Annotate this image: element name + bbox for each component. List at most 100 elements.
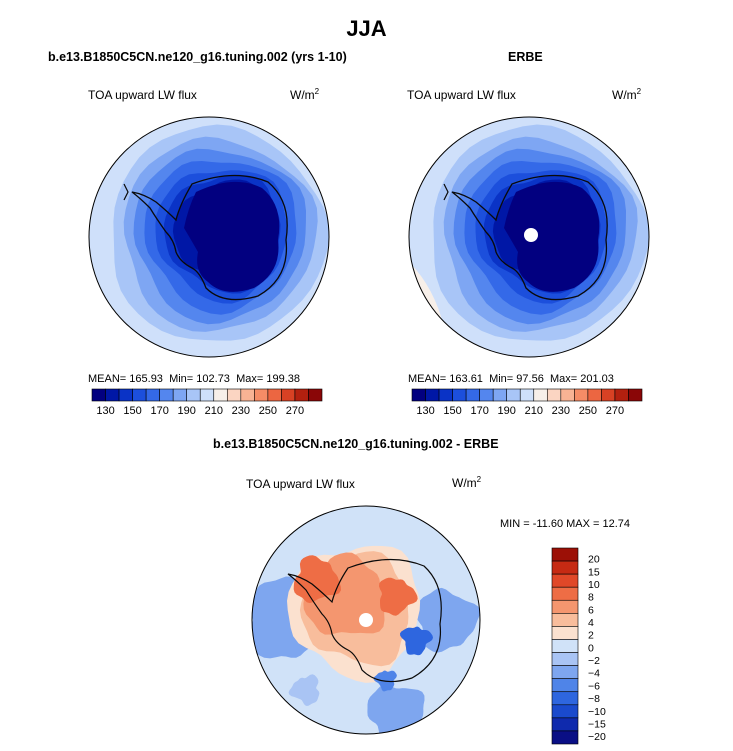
panel3-colorbar-tick-label-13: −15 xyxy=(588,718,606,730)
panel2-colorbar-swatch-1 xyxy=(425,388,440,402)
panel2-map-border xyxy=(408,116,650,358)
figure-title: JJA xyxy=(346,16,387,41)
panel3-colorbar-tick-label-1: 15 xyxy=(588,566,600,578)
panel2-colorbar-swatch-9 xyxy=(533,388,548,402)
panel2-peninsula-tip xyxy=(443,183,449,201)
panel3-colorbar-tick-label-6: 2 xyxy=(588,630,594,642)
panel1-mean-label: MEAN= xyxy=(88,373,127,385)
panel2-colorbar-tick-label-4: 210 xyxy=(525,405,543,417)
panel3-colorbar-swatch-3 xyxy=(551,586,579,601)
panel3-colorbar-swatch-1 xyxy=(551,560,579,575)
panel2-colorbar-swatch-4 xyxy=(465,388,480,402)
panel2-field xyxy=(409,117,649,357)
panel3-polar-map xyxy=(251,505,481,735)
panel1-min-value: 102.73 xyxy=(196,373,230,385)
panel3-colorbar-swatch-2 xyxy=(551,573,579,588)
panel2-unit-label: W/m2 xyxy=(612,87,642,102)
panel2-stats: MEAN= 163.61 Min= 97.56 Max= 201.03 xyxy=(408,373,614,385)
panel1-colorbar-tick-label-7: 270 xyxy=(286,405,304,417)
panel1-colorbar-swatch-10 xyxy=(226,388,242,402)
panel3-colorbar-swatch-4 xyxy=(551,599,579,614)
panel1-colorbar-swatch-2 xyxy=(118,388,133,402)
panel1-colorbar: 130 150 170 190 210 230 250 270 xyxy=(91,388,323,417)
panel1-unit-label: W/m2 xyxy=(290,87,320,102)
panel1-field xyxy=(89,117,329,357)
panel1-band-interior xyxy=(184,181,280,292)
panel2-colorbar-swatch-0 xyxy=(411,388,426,402)
panel3-colorbar-tick-label-5: 4 xyxy=(588,617,594,629)
panel1-colorbar-tick-label-3: 190 xyxy=(178,405,196,417)
panel3-colorbar-swatch-8 xyxy=(551,652,579,666)
panel1-stats: MEAN= 165.93 Min= 102.73 Max= 199.38 xyxy=(88,373,300,385)
panel2-colorbar-tick-label-7: 270 xyxy=(606,405,624,417)
panel2-colorbar-swatch-5 xyxy=(479,388,494,402)
panel3-colorbar-tick-label-3: 8 xyxy=(588,592,594,604)
panel1-polar-map xyxy=(88,116,330,358)
panel1-max-value: 199.38 xyxy=(266,373,300,385)
panel2-colorbar: 130 150 170 190 210 230 250 270 xyxy=(411,388,643,417)
panel2-colorbar-tick-label-5: 230 xyxy=(552,405,570,417)
panel3-colorbar-swatch-11 xyxy=(551,691,579,706)
panel2-missing-data-pole xyxy=(524,228,538,242)
panel3-colorbar-tick-label-2: 10 xyxy=(588,579,600,591)
panel2-colorbar-tick-label-0: 130 xyxy=(416,405,434,417)
panel2-polar-map xyxy=(408,116,650,358)
panel1-colorbar-swatch-0 xyxy=(91,388,106,402)
panel2-variable-label: TOA upward LW flux xyxy=(407,88,516,102)
panel1-variable-label: TOA upward LW flux xyxy=(88,88,197,102)
panel1-mean-value: 165.93 xyxy=(129,373,163,385)
panel2-min-label: Min= xyxy=(489,373,514,385)
panel1-colorbar-tick-label-1: 150 xyxy=(123,405,141,417)
panel2-colorbar-swatch-8 xyxy=(519,388,535,402)
panel3-coastline xyxy=(287,558,442,683)
panel3-colorbar-tick-label-4: 6 xyxy=(588,604,594,616)
panel1-colorbar-swatch-15 xyxy=(294,388,309,402)
panel3-colorbar-swatch-13 xyxy=(551,717,579,732)
panel1-colorbar-swatch-4 xyxy=(145,388,160,402)
panel1-colorbar-swatch-3 xyxy=(132,388,147,402)
panel3-blue-spot-1 xyxy=(400,626,433,656)
panel2-colorbar-tick-label-6: 250 xyxy=(579,405,597,417)
panel3-warm-4 xyxy=(293,555,341,604)
panel3-colorbar-swatch-0 xyxy=(551,547,579,562)
panel1-min-label: Min= xyxy=(169,373,194,385)
panel2-colorbar-swatch-7 xyxy=(506,388,521,402)
panel3-unit-label: W/m2 xyxy=(452,475,482,490)
panel3-title: b.e13.B1850C5CN.ne120_g16.tuning.002 - E… xyxy=(213,437,499,451)
panel2-colorbar-tick-label-1: 150 xyxy=(443,405,461,417)
panel3-colorbar-tick-label-0: 20 xyxy=(588,554,600,566)
panel3-colorbar-tick-label-8: −2 xyxy=(588,655,600,667)
panel1-coastline xyxy=(131,174,288,301)
panel3-colorbar-swatch-12 xyxy=(551,704,579,719)
panel2-colorbar-swatch-13 xyxy=(587,388,602,402)
panel3-variable-label: TOA upward LW flux xyxy=(246,477,355,491)
panel1-colorbar-swatch-1 xyxy=(105,388,120,402)
panel2-colorbar-swatch-12 xyxy=(574,388,589,402)
panel3-colorbar-swatch-6 xyxy=(551,626,579,640)
panel1-colorbar-tick-label-5: 230 xyxy=(232,405,250,417)
panel3-light-blue-1 xyxy=(288,674,320,706)
panel3-colorbar-swatch-7 xyxy=(551,639,579,653)
panel3-colorbar-swatch-5 xyxy=(551,613,579,627)
panel1-colorbar-tick-label-4: 210 xyxy=(205,405,223,417)
panel2-max-label: Max= xyxy=(549,373,578,385)
panel3-colorbar-tick-label-14: −20 xyxy=(588,731,606,743)
panel1-colorbar-swatch-13 xyxy=(267,388,282,402)
panel1-title: b.e13.B1850C5CN.ne120_g16.tuning.002 (yr… xyxy=(48,50,347,64)
panel1-colorbar-tick-label-2: 170 xyxy=(150,405,168,417)
panel2-coastline xyxy=(451,174,608,301)
panel1-colorbar-swatch-7 xyxy=(186,388,201,402)
panel2-mean-label: MEAN= xyxy=(408,373,447,385)
panel2-colorbar-swatch-6 xyxy=(492,388,508,402)
panel2-colorbar-swatch-15 xyxy=(614,388,629,402)
panel3-colorbar-tick-label-11: −8 xyxy=(588,693,600,705)
panel2-title: ERBE xyxy=(508,50,543,64)
panel3-blue-south xyxy=(367,684,425,734)
panel1-colorbar-swatch-14 xyxy=(281,388,296,402)
panel1-max-label: Max= xyxy=(236,373,264,385)
panel1-colorbar-swatch-5 xyxy=(159,388,174,402)
panel2-band-interior xyxy=(504,181,600,292)
panel2-mean-value: 163.61 xyxy=(449,373,483,385)
panel2-colorbar-tick-label-3: 190 xyxy=(498,405,516,417)
